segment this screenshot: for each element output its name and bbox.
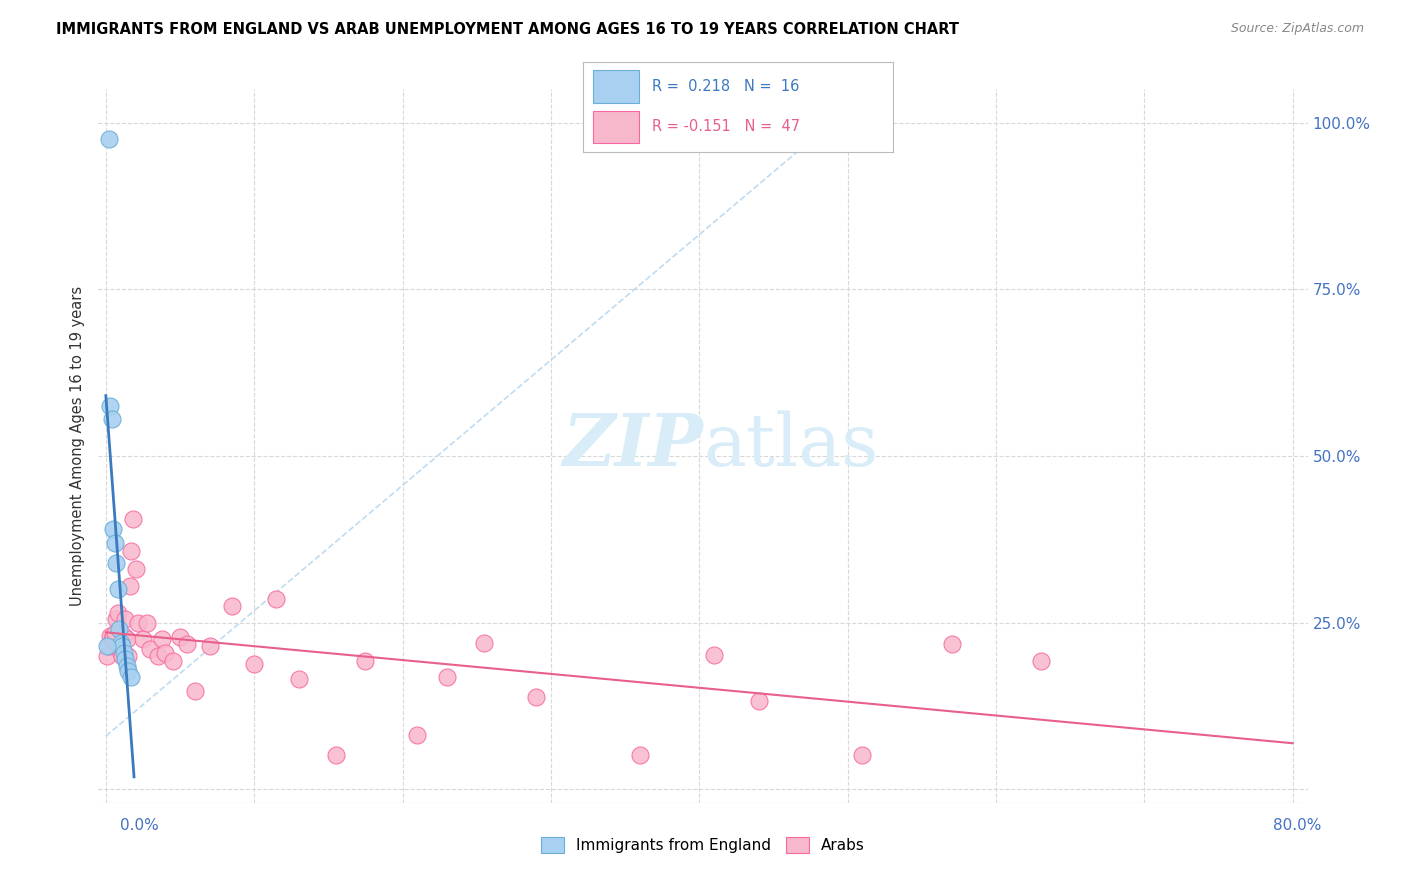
Point bbox=[117, 664, 139, 678]
Point bbox=[120, 543, 142, 558]
Point bbox=[111, 649, 134, 664]
Point bbox=[146, 649, 169, 664]
Point bbox=[628, 747, 651, 762]
Point bbox=[1029, 654, 1052, 668]
Point bbox=[221, 599, 243, 613]
Point bbox=[100, 632, 122, 647]
Point bbox=[111, 639, 134, 653]
Point bbox=[136, 615, 159, 630]
Point bbox=[524, 690, 547, 705]
Point bbox=[198, 639, 221, 653]
Point bbox=[325, 747, 347, 762]
Point bbox=[112, 646, 135, 660]
Point bbox=[115, 659, 138, 673]
Text: R = -0.151   N =  47: R = -0.151 N = 47 bbox=[651, 120, 800, 134]
Text: 0.0%: 0.0% bbox=[120, 818, 159, 832]
Point bbox=[406, 728, 429, 742]
Point bbox=[124, 562, 146, 576]
Point bbox=[105, 612, 128, 626]
Point bbox=[96, 649, 118, 664]
Point bbox=[184, 683, 207, 698]
Point bbox=[108, 639, 131, 653]
Point bbox=[243, 657, 266, 671]
Point bbox=[436, 670, 458, 684]
Point bbox=[150, 632, 173, 647]
Point bbox=[118, 579, 141, 593]
Point bbox=[851, 747, 873, 762]
Point bbox=[110, 646, 132, 660]
Point bbox=[748, 694, 770, 708]
Point bbox=[287, 673, 309, 687]
Point bbox=[162, 654, 184, 668]
Point bbox=[354, 654, 377, 668]
Point bbox=[103, 522, 125, 536]
Point bbox=[120, 670, 142, 684]
Legend: Immigrants from England, Arabs: Immigrants from England, Arabs bbox=[534, 831, 872, 859]
FancyBboxPatch shape bbox=[593, 111, 640, 143]
Text: R =  0.218   N =  16: R = 0.218 N = 16 bbox=[651, 79, 799, 94]
Point bbox=[105, 556, 128, 570]
Point bbox=[703, 648, 725, 662]
Point bbox=[96, 639, 118, 653]
Y-axis label: Unemployment Among Ages 16 to 19 years: Unemployment Among Ages 16 to 19 years bbox=[70, 286, 86, 606]
Point bbox=[97, 639, 120, 653]
Point bbox=[266, 592, 288, 607]
Point bbox=[941, 637, 963, 651]
Text: IMMIGRANTS FROM ENGLAND VS ARAB UNEMPLOYMENT AMONG AGES 16 TO 19 YEARS CORRELATI: IMMIGRANTS FROM ENGLAND VS ARAB UNEMPLOY… bbox=[56, 22, 959, 37]
Text: ZIP: ZIP bbox=[562, 410, 703, 482]
Point bbox=[176, 637, 198, 651]
Point bbox=[132, 632, 155, 647]
Point bbox=[127, 615, 149, 630]
Point bbox=[104, 535, 127, 549]
Point bbox=[114, 652, 136, 666]
Point bbox=[153, 646, 176, 660]
Point bbox=[108, 623, 131, 637]
Point bbox=[112, 629, 135, 643]
Point bbox=[121, 512, 143, 526]
Point bbox=[169, 631, 191, 645]
Point bbox=[107, 582, 129, 597]
Point bbox=[103, 631, 125, 645]
Point bbox=[104, 625, 127, 640]
Text: Source: ZipAtlas.com: Source: ZipAtlas.com bbox=[1230, 22, 1364, 36]
Text: atlas: atlas bbox=[703, 410, 879, 482]
Point bbox=[472, 636, 495, 650]
Point bbox=[100, 412, 122, 426]
Point bbox=[98, 629, 121, 643]
Point bbox=[114, 612, 136, 626]
Point bbox=[98, 399, 121, 413]
Point bbox=[139, 642, 162, 657]
Point bbox=[115, 632, 138, 647]
Point bbox=[110, 636, 132, 650]
Point bbox=[97, 132, 120, 146]
Point bbox=[117, 649, 139, 664]
FancyBboxPatch shape bbox=[593, 70, 640, 103]
Text: 80.0%: 80.0% bbox=[1274, 818, 1322, 832]
Point bbox=[107, 606, 129, 620]
